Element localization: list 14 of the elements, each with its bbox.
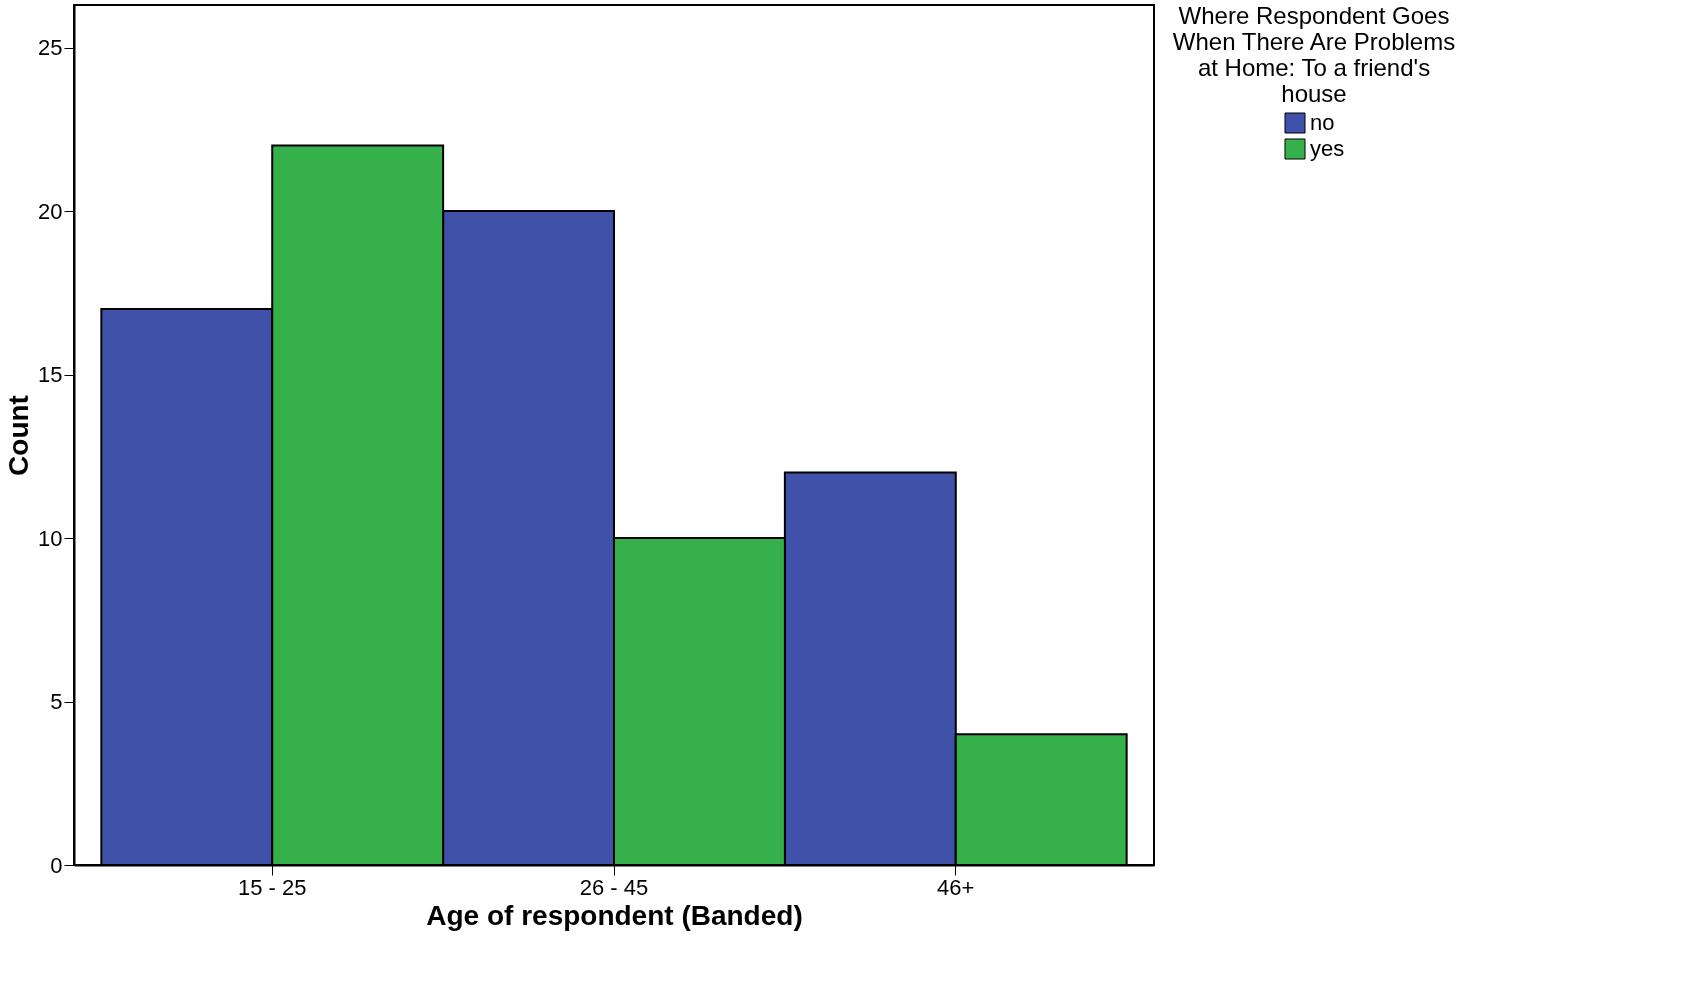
legend-title: Where Respondent Goes When There Are Problems at Home: To a friend's house [1172, 2, 1456, 107]
x-tick-label: 26 - 45 [579, 874, 649, 900]
legend-label: no [1310, 110, 1335, 135]
y-tick-label: 5 [50, 689, 63, 714]
x-tick-label: 46+ [937, 874, 975, 900]
y-tick-label: 15 [38, 362, 63, 388]
y-tick-label: 0 [50, 852, 63, 878]
y-axis-title: Count [3, 395, 35, 476]
x-axis-title: Age of respondent (Banded) [426, 899, 803, 931]
y-tick-label: 25 [38, 35, 63, 61]
x-tick-label: 15 - 25 [237, 874, 307, 900]
legend-label: yes [1310, 136, 1345, 161]
y-tick-label: 20 [38, 198, 63, 224]
y-tick-label: 10 [38, 525, 63, 551]
